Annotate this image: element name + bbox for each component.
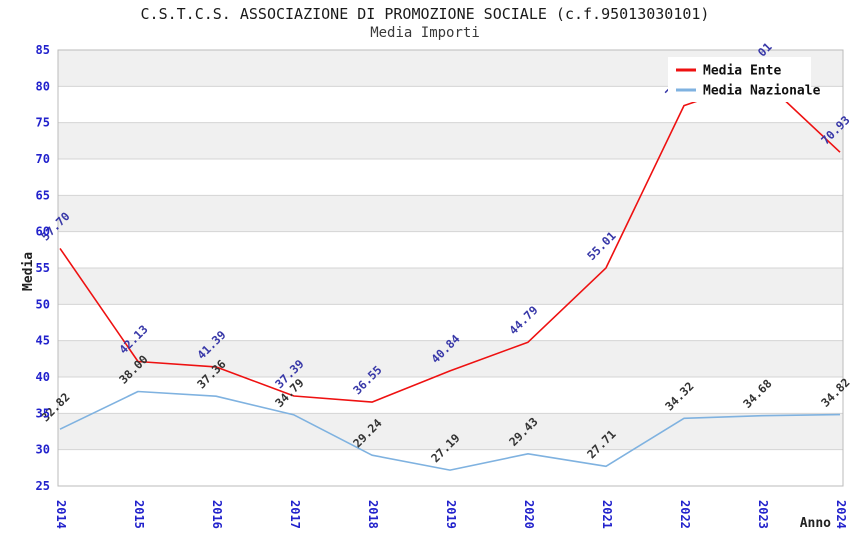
- legend-item-label: Media Ente: [703, 64, 781, 79]
- plot-band: [58, 231, 843, 268]
- y-tick-label: 50: [36, 297, 50, 311]
- y-tick-label: 80: [36, 79, 50, 93]
- plot-grid: [57, 49, 844, 487]
- x-tick-label: 2024: [834, 500, 848, 529]
- plot-band: [58, 449, 843, 486]
- legend-box: [668, 57, 811, 102]
- y-tick-label: 40: [36, 370, 50, 384]
- plot-band: [58, 304, 843, 341]
- y-axis-title: Media: [21, 252, 36, 291]
- y-tick-label: 60: [36, 225, 50, 239]
- y-tick-label: 25: [36, 479, 50, 493]
- plot-band: [58, 122, 843, 159]
- x-axis-ticks: 2014 2015 2016 2017 2018 2019 2020 2021 2022 2023…: [54, 500, 848, 529]
- y-tick-label: 30: [36, 443, 50, 457]
- series-line-media-nazionale: [59, 390, 841, 471]
- x-axis-title: Anno: [800, 516, 831, 531]
- y-tick-label: 75: [36, 116, 50, 130]
- legend-item-label: Media Nazionale: [703, 84, 821, 99]
- x-tick-label: 2019: [444, 500, 458, 529]
- plot-band: [58, 195, 843, 232]
- x-tick-label: 2017: [288, 500, 302, 529]
- chart-title: C.S.T.C.S. ASSOCIAZIONE DI PROMOZIONE SO…: [141, 5, 710, 23]
- plot-band: [58, 413, 843, 450]
- x-tick-label: 2023: [756, 500, 770, 529]
- chart-subtitle: Media Importi: [370, 25, 480, 41]
- x-tick-label: 2021: [600, 500, 614, 529]
- legend: Media Ente Media Nazionale: [668, 57, 821, 102]
- y-axis-ticks: 25 30 35 40 45 50 55 60 65 70 75 80 85: [36, 43, 50, 493]
- y-tick-label: 55: [36, 261, 50, 275]
- plot-border: [57, 49, 844, 487]
- x-tick-label: 2015: [132, 500, 146, 529]
- plot-band: [58, 268, 843, 305]
- x-tick-label: 2020: [522, 500, 536, 529]
- y-tick-label: 45: [36, 334, 50, 348]
- y-tick-label: 85: [36, 43, 50, 57]
- x-tick-label: 2016: [210, 500, 224, 529]
- plot-band: [58, 159, 843, 196]
- x-tick-label: 2018: [366, 500, 380, 529]
- plot-band: [58, 377, 843, 414]
- y-tick-label: 70: [36, 152, 50, 166]
- x-tick-label: 2014: [54, 500, 68, 529]
- x-tick-label: 2022: [678, 500, 692, 529]
- y-tick-label: 35: [36, 406, 50, 420]
- y-tick-label: 65: [36, 188, 50, 202]
